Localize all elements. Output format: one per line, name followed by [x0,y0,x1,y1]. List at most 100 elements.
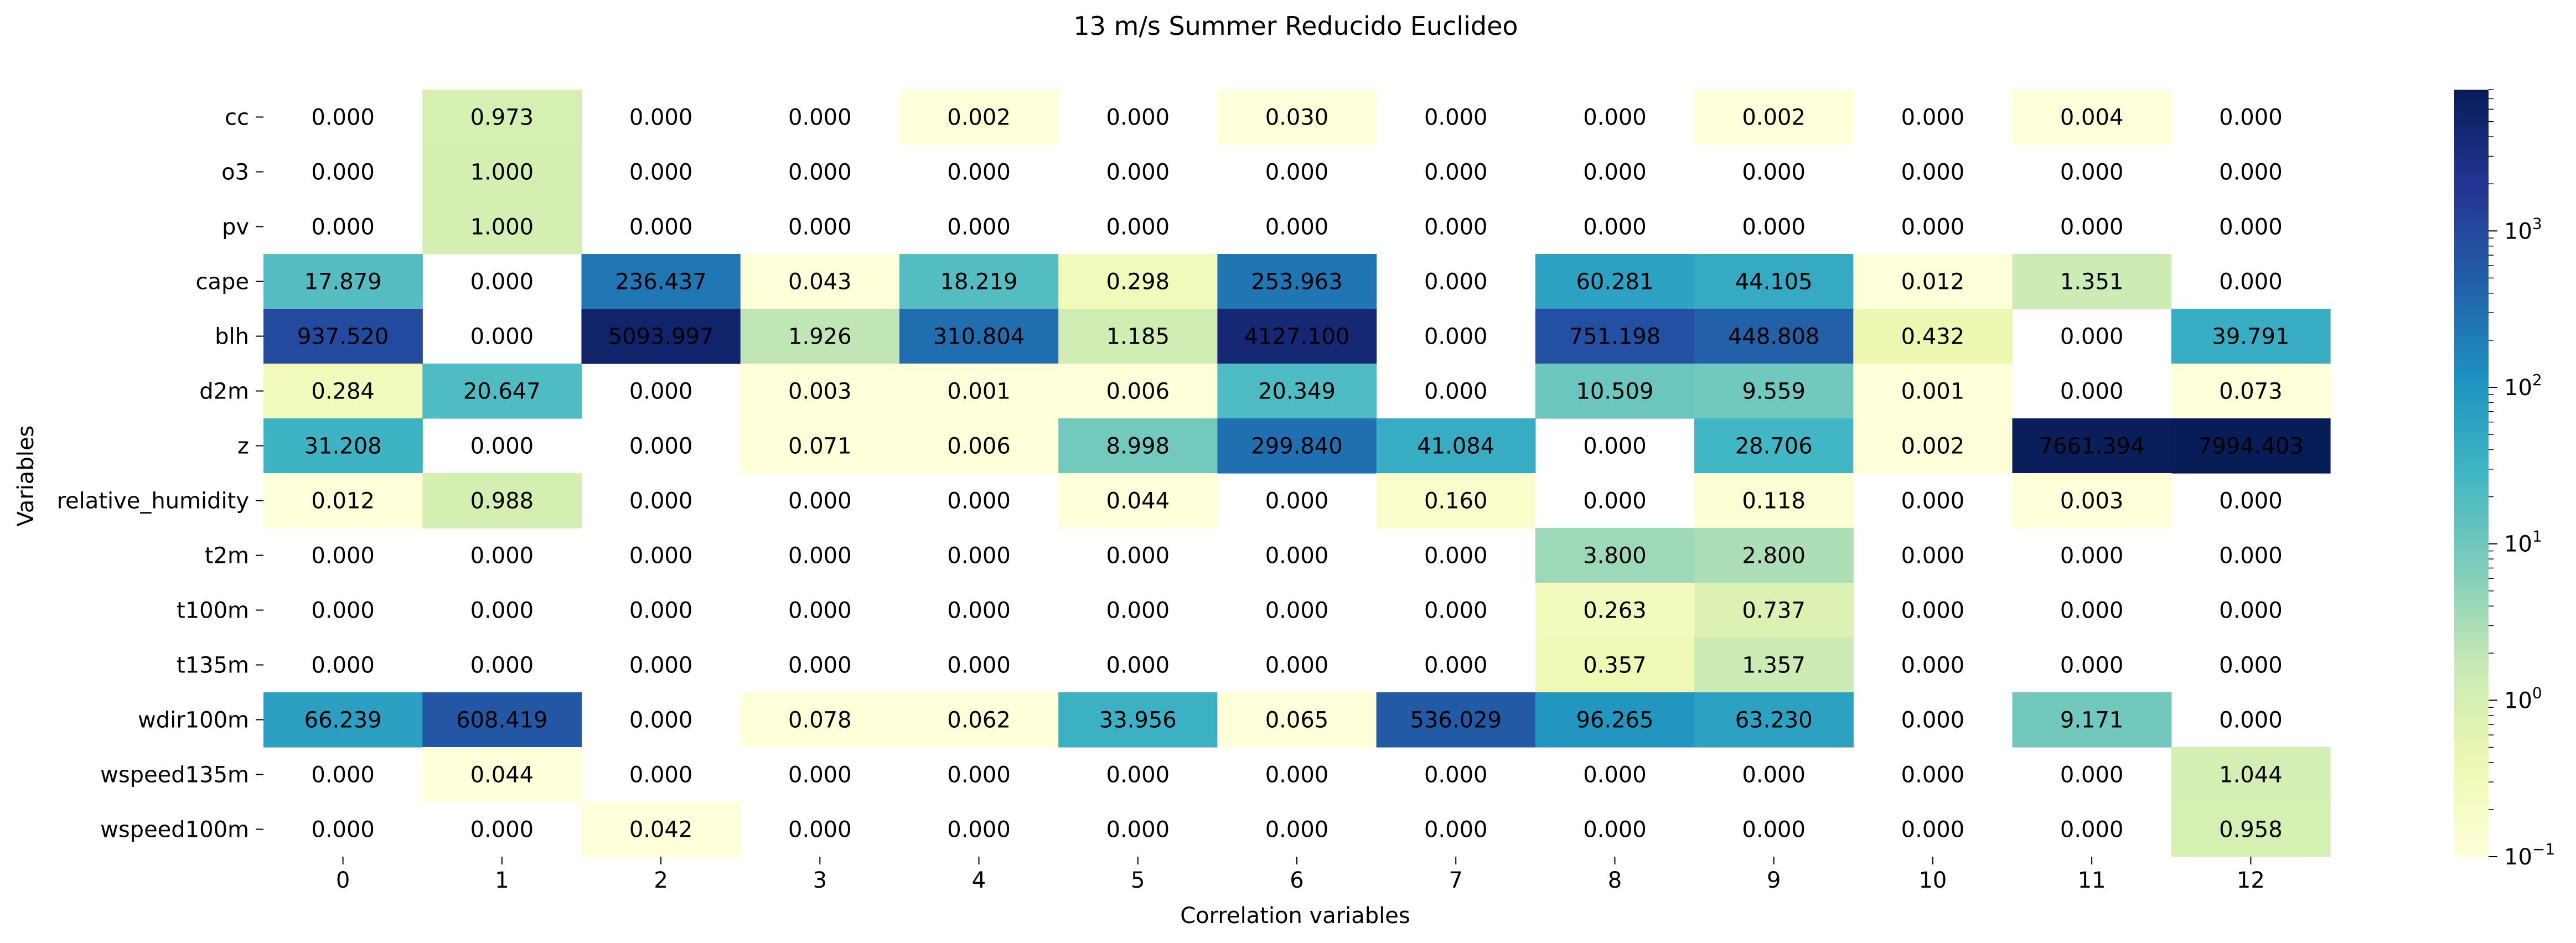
cell-value-label: 10.509 [1576,379,1653,405]
cell-value-label: 0.000 [311,763,375,788]
cell-value-label: 0.000 [1265,763,1329,788]
y-axis-label: Variables [13,426,39,527]
heatmap-cell [1853,418,2013,474]
heatmap-cell [1376,473,1536,529]
cell-value-label: 0.000 [1424,653,1488,678]
cell-value-label: 0.000 [1901,653,1965,678]
cell-value-label: 236.437 [615,270,706,295]
cell-value-label: 299.840 [1251,434,1342,459]
cell-value-label: 0.737 [1742,598,1806,624]
heatmap-cell [899,254,1059,309]
cell-value-label: 0.000 [2219,105,2283,131]
x-tick-label: 11 [2078,868,2106,893]
cell-value-label: 0.000 [788,653,852,678]
cell-value-label: 0.000 [470,543,534,569]
cell-value-label: 0.065 [1265,708,1329,733]
y-tick-label: t2m [205,543,249,569]
cell-value-label: 310.804 [933,324,1025,350]
cell-value-label: 0.000 [1583,215,1647,240]
heatmap-cell [1058,254,1218,309]
cell-value-label: 0.000 [311,653,375,678]
cell-value-label: 0.000 [1265,489,1329,514]
cell-value-label: 0.000 [311,215,375,240]
heatmap-cell [2171,747,2331,802]
cell-value-label: 7661.394 [2039,434,2145,459]
heatmap-cell [1694,473,1854,529]
cell-value-label: 0.298 [1106,270,1170,295]
cell-value-label: 0.000 [2219,489,2283,514]
heatmap-cell [1058,309,1218,364]
cell-value-label: 0.000 [2219,160,2283,185]
cell-value-label: 0.000 [1424,324,1488,350]
heatmap-cell [899,309,1059,364]
chart-title: 13 m/s Summer Reducido Euclideo [1073,11,1518,41]
cell-value-label: 0.000 [1265,160,1329,185]
heatmap-cell [1694,692,1854,748]
heatmap-cell [1376,692,1536,748]
cell-value-label: 0.000 [1742,160,1806,185]
cell-value-label: 0.000 [629,489,693,514]
heatmap-cell [263,364,423,419]
cell-value-label: 0.000 [2060,160,2124,185]
cell-value-label: 0.000 [1583,160,1647,185]
cell-value-label: 0.000 [1106,215,1170,240]
y-tick-label: wspeed135m [100,763,249,788]
cell-value-label: 0.000 [1106,160,1170,185]
y-tick-label: z [237,434,249,459]
cell-value-label: 0.000 [629,215,693,240]
cell-value-label: 0.000 [788,215,852,240]
cell-value-label: 448.808 [1728,324,1819,350]
cell-value-label: 0.000 [1265,817,1329,843]
heatmap-cell [1217,309,1377,364]
cell-value-label: 0.000 [2219,270,2283,295]
x-tick-label: 8 [1608,868,1622,893]
cell-value-label: 60.281 [1576,270,1653,295]
cell-value-label: 44.105 [1735,270,1813,295]
heatmap-cell [740,692,900,748]
heatmap-cell [2012,473,2172,529]
heatmap-cell [2012,692,2172,748]
colorbar-minor-ticks [2489,89,2494,810]
heatmap-cell [1058,692,1218,748]
cell-value-label: 0.000 [1742,215,1806,240]
heatmap-cell [740,364,900,419]
x-tick-label: 1 [495,868,509,893]
cell-value-label: 0.000 [629,708,693,733]
x-tick-label: 4 [972,868,986,893]
cell-value-label: 0.000 [1265,598,1329,624]
heatmap-cell [1217,364,1377,419]
heatmap-cell [740,418,900,474]
cell-value-label: 0.000 [1424,543,1488,569]
row-labels: cc o3 pv cape blh d2m z relative_humidity t2m t10… [56,105,263,843]
cell-value-label: 0.000 [1424,215,1488,240]
heatmap-cell [2171,364,2331,419]
y-tick-label: cape [195,270,249,295]
heatmap-cell [2171,309,2331,364]
colorbar: 103 102 101 100 10−1 [2454,89,2555,870]
cell-value-label: 41.084 [1417,434,1494,459]
column-labels: 0 1 2 3 4 5 6 7 8 9 10 11 12 [336,857,2265,893]
heatmap-cell [2171,418,2331,474]
cell-value-label: 0.000 [947,817,1011,843]
cell-value-label: 0.062 [947,708,1011,733]
cell-value-label: 0.000 [1901,763,1965,788]
colorbar-tick-label: 101 [2504,527,2542,557]
cell-value-label: 0.006 [1106,379,1170,405]
cell-value-label: 0.003 [2060,489,2124,514]
cell-value-label: 33.956 [1099,708,1177,733]
cell-value-label: 1.926 [788,324,852,350]
cell-value-label: 0.000 [311,543,375,569]
cell-value-label: 0.000 [1583,763,1647,788]
cell-value-label: 0.044 [1106,489,1170,514]
cell-value-label: 0.000 [788,598,852,624]
cell-value-label: 0.043 [788,270,852,295]
cell-value-label: 0.000 [947,489,1011,514]
cell-value-label: 0.000 [947,763,1011,788]
y-tick-label: t100m [177,598,249,624]
cell-value-label: 8.998 [1106,434,1170,459]
heatmap-cell [422,199,582,255]
cell-value-label: 0.000 [629,105,693,131]
cell-value-label: 0.988 [470,489,534,514]
cell-value-label: 0.000 [1424,270,1488,295]
cell-value-label: 0.000 [2060,598,2124,624]
